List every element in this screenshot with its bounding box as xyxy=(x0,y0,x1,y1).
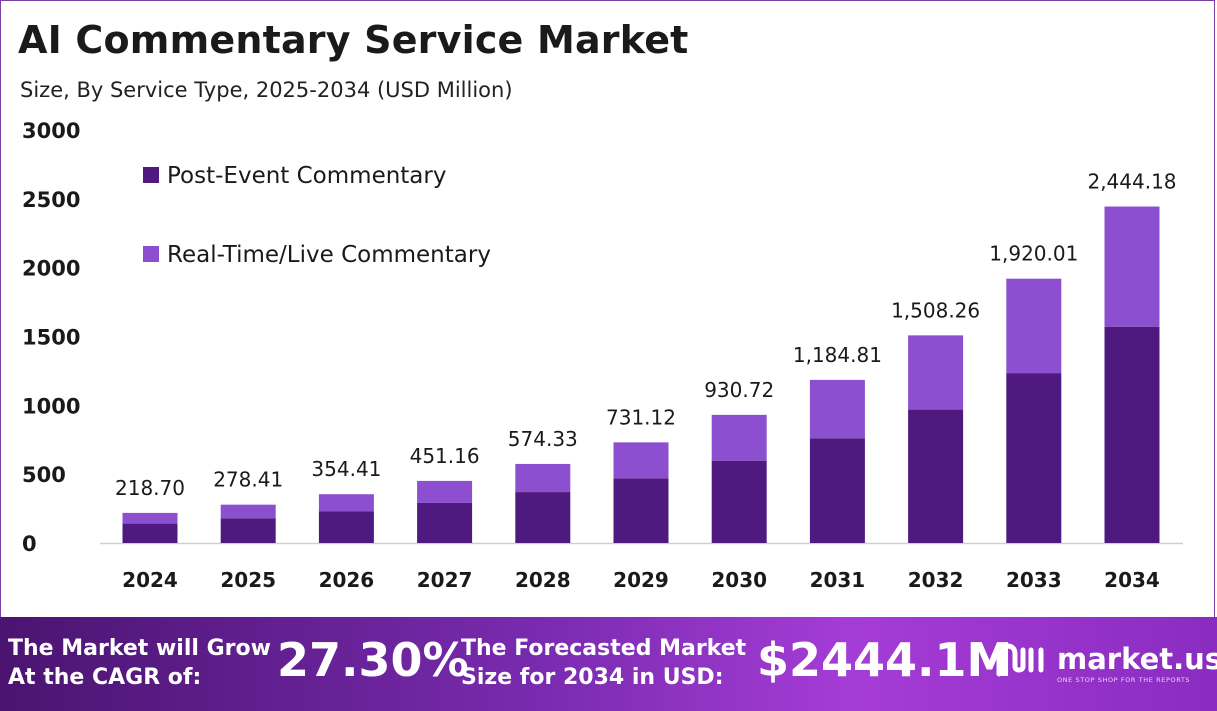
y-tick-label: 2000 xyxy=(22,257,80,281)
y-tick-label: 2500 xyxy=(22,188,80,212)
bar-total-label: 574.33 xyxy=(508,427,578,451)
bar-real-time xyxy=(318,494,374,512)
bar-post-event xyxy=(809,438,865,543)
y-tick-label: 500 xyxy=(22,463,66,487)
brand-name: market.us xyxy=(1057,642,1217,676)
cagr-value: 27.30% xyxy=(277,633,469,687)
x-tick-label: 2029 xyxy=(613,568,669,592)
chart-title: AI Commentary Service Market xyxy=(18,18,689,62)
x-tick-label: 2034 xyxy=(1104,568,1160,592)
bar-post-event xyxy=(1104,326,1160,543)
cagr-label-line1: The Market will Grow xyxy=(8,636,271,661)
bar-total-label: 218.70 xyxy=(115,476,185,500)
legend-swatch-real-time xyxy=(143,246,159,262)
bar-total-label: 354.41 xyxy=(311,457,381,481)
bar-real-time xyxy=(711,414,767,461)
y-tick-label: 1000 xyxy=(22,394,80,418)
legend-swatch-post-event xyxy=(143,167,159,183)
bar-post-event xyxy=(417,502,473,543)
bar-total-label: 1,920.01 xyxy=(989,242,1078,266)
forecast-value: $2444.1M xyxy=(757,633,1013,687)
bar-post-event xyxy=(220,518,276,543)
bar-post-event xyxy=(613,478,669,543)
bar-total-label: 451.16 xyxy=(410,444,480,468)
bar-post-event xyxy=(515,492,571,543)
bar-post-event xyxy=(711,460,767,543)
bar-real-time xyxy=(122,512,178,524)
market-us-logo-icon xyxy=(996,643,1044,677)
chart-subtitle: Size, By Service Type, 2025-2034 (USD Mi… xyxy=(20,78,513,102)
bar-post-event xyxy=(908,409,964,543)
brand-tagline: ONE STOP SHOP FOR THE REPORTS xyxy=(1057,676,1191,684)
y-tick-label: 0 xyxy=(22,532,37,556)
bar-real-time xyxy=(809,379,865,439)
forecast-label: The Forecasted Market Size for 2034 in U… xyxy=(461,634,746,692)
forecast-label-line2: Size for 2034 in USD: xyxy=(461,665,724,690)
bar-post-event xyxy=(122,523,178,543)
x-tick-label: 2026 xyxy=(319,568,375,592)
bar-total-label: 1,184.81 xyxy=(793,343,882,367)
legend-label-post-event: Post-Event Commentary xyxy=(167,163,446,189)
y-tick-label: 1500 xyxy=(22,326,80,350)
bar-real-time xyxy=(908,335,964,410)
bar-total-label: 1,508.26 xyxy=(891,298,980,322)
x-tick-label: 2028 xyxy=(515,568,571,592)
bar-real-time xyxy=(613,442,669,479)
x-tick-label: 2030 xyxy=(711,568,767,592)
bar-chart: 3000 2500 2000 1500 1000 500 0 218.70 2024 278.41… xyxy=(22,119,1183,592)
cagr-label-line2: At the CAGR of: xyxy=(8,665,202,690)
bar-total-label: 2,444.18 xyxy=(1087,170,1176,194)
forecast-label-line1: The Forecasted Market xyxy=(461,636,747,661)
x-tick-label: 2032 xyxy=(908,568,964,592)
y-tick-label: 3000 xyxy=(22,119,80,143)
bar-real-time xyxy=(417,480,473,503)
x-tick-label: 2024 xyxy=(122,568,178,592)
legend-label-real-time: Real-Time/Live Commentary xyxy=(167,242,491,268)
x-tick-label: 2031 xyxy=(810,568,866,592)
bar-post-event xyxy=(1006,373,1062,543)
bar-real-time xyxy=(1104,206,1160,327)
bar-real-time xyxy=(515,463,571,493)
bar-real-time xyxy=(220,504,276,519)
x-tick-label: 2027 xyxy=(417,568,473,592)
x-tick-label: 2025 xyxy=(220,568,276,592)
bar-total-label: 731.12 xyxy=(606,405,676,429)
bar-total-label: 930.72 xyxy=(704,378,774,402)
bar-real-time xyxy=(1006,278,1062,374)
bar-post-event xyxy=(318,511,374,543)
cagr-label: The Market will Grow At the CAGR of: xyxy=(8,634,271,692)
bar-total-label: 278.41 xyxy=(213,468,283,492)
x-tick-label: 2033 xyxy=(1006,568,1062,592)
